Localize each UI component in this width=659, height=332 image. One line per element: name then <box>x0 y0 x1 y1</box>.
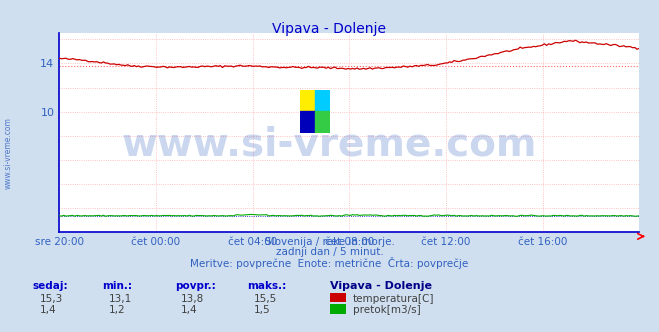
Text: Vipava - Dolenje: Vipava - Dolenje <box>273 22 386 36</box>
Text: 1,4: 1,4 <box>181 305 198 315</box>
Bar <box>300 90 315 111</box>
Text: 15,5: 15,5 <box>254 294 277 304</box>
Text: 15,3: 15,3 <box>40 294 63 304</box>
Text: temperatura[C]: temperatura[C] <box>353 294 434 304</box>
Text: Meritve: povprečne  Enote: metrične  Črta: povprečje: Meritve: povprečne Enote: metrične Črta:… <box>190 257 469 269</box>
Text: 1,4: 1,4 <box>40 305 56 315</box>
Text: 1,5: 1,5 <box>254 305 270 315</box>
Text: www.si-vreme.com: www.si-vreme.com <box>3 117 13 189</box>
Text: sedaj:: sedaj: <box>33 281 69 290</box>
Text: maks.:: maks.: <box>247 281 287 290</box>
Text: www.si-vreme.com: www.si-vreme.com <box>122 125 537 163</box>
Bar <box>315 111 330 133</box>
Text: min.:: min.: <box>102 281 132 290</box>
Text: pretok[m3/s]: pretok[m3/s] <box>353 305 420 315</box>
Bar <box>315 90 330 111</box>
Text: 1,2: 1,2 <box>109 305 125 315</box>
Text: Vipava - Dolenje: Vipava - Dolenje <box>330 281 432 290</box>
Text: Slovenija / reke in morje.: Slovenija / reke in morje. <box>264 237 395 247</box>
Text: 13,1: 13,1 <box>109 294 132 304</box>
Text: 13,8: 13,8 <box>181 294 204 304</box>
Bar <box>300 111 315 133</box>
Text: povpr.:: povpr.: <box>175 281 215 290</box>
Text: zadnji dan / 5 minut.: zadnji dan / 5 minut. <box>275 247 384 257</box>
